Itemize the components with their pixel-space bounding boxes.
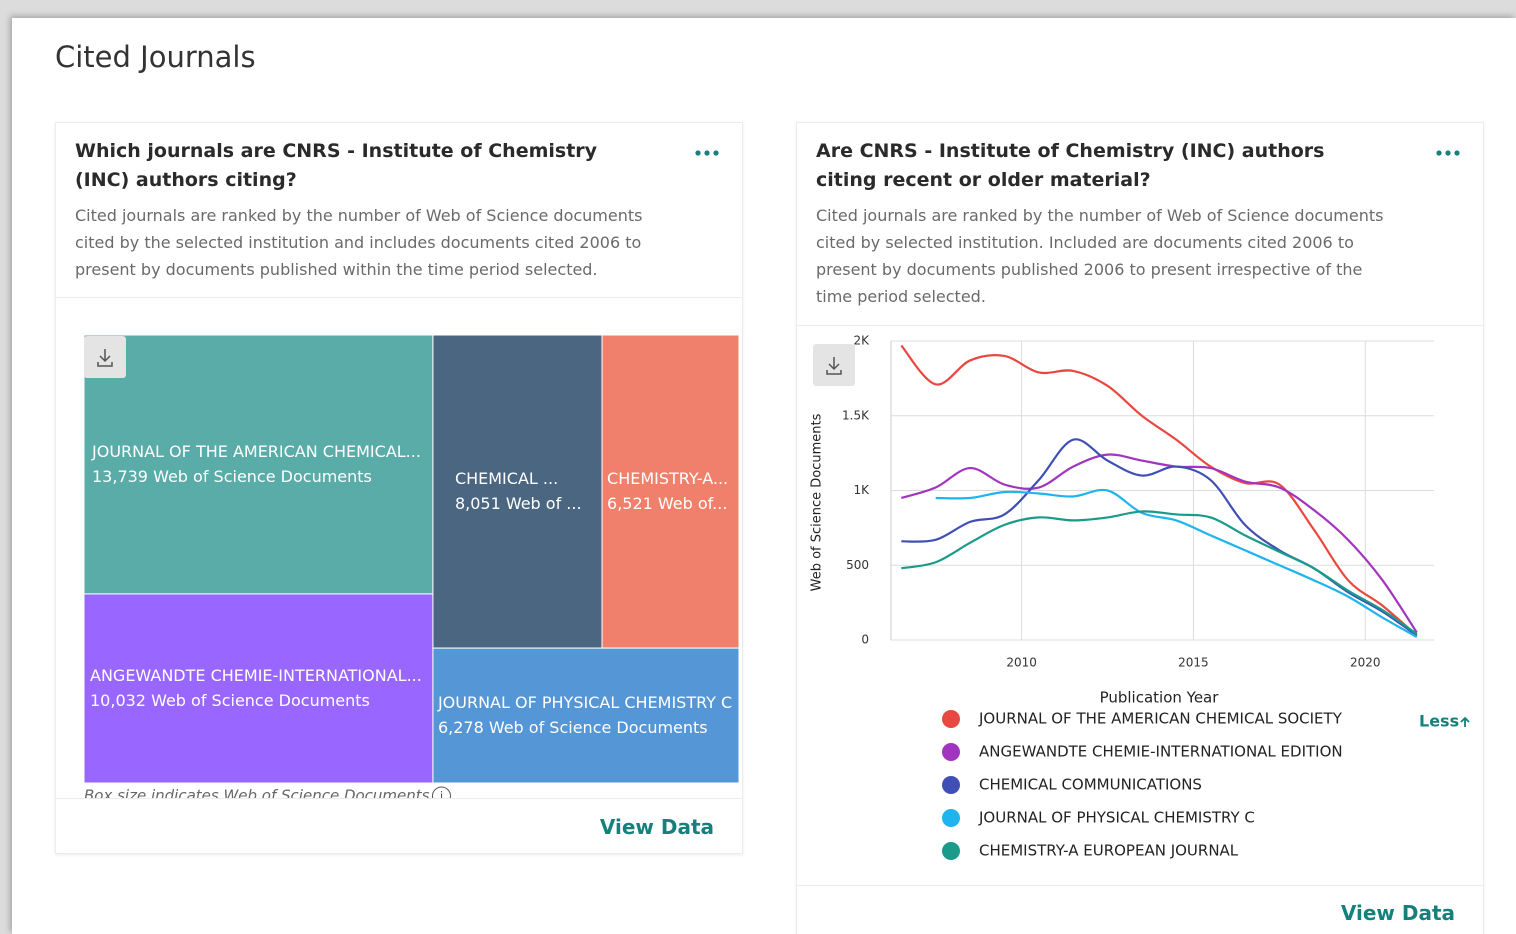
view-data-button[interactable]: View Data — [599, 815, 714, 839]
box-value-label: 10,032 Web of Science Documents — [90, 691, 370, 710]
legend-marker — [942, 809, 960, 827]
legend-marker — [942, 842, 960, 860]
y-tick-label: 1K — [853, 483, 870, 497]
legend-toggle[interactable]: Less — [1419, 712, 1459, 731]
size-note: Box size indicates Web of Science Docume… — [84, 787, 430, 799]
legend-marker — [942, 710, 960, 728]
line-chart: 0 500 1K 1.5K 2K 2010 2015 2020 Web of Science D… — [810, 334, 1470, 860]
divider — [797, 325, 1483, 326]
toggle-arrow — [1460, 716, 1470, 727]
box-label: CHEMICAL ... — [455, 469, 558, 488]
legend-label: CHEMICAL COMMUNICATIONS — [979, 776, 1202, 794]
view-data-button[interactable]: View Data — [1340, 901, 1455, 925]
menu-button[interactable] — [1435, 149, 1461, 157]
download-icon — [97, 349, 113, 367]
treemap-box — [432, 647, 740, 784]
y-tick-label: 1.5K — [842, 408, 870, 422]
box-value-label: 6,278 Web of Science Documents — [438, 718, 708, 737]
series-line — [900, 344, 1418, 637]
legend-marker — [942, 743, 960, 761]
treemap: JOURNAL OF THE AMERICAN CHEMICAL... 13,73… — [83, 334, 740, 799]
info-icon — [431, 786, 451, 798]
panel: Cited Journals Which journals are CNRS -… — [12, 18, 1516, 934]
info-icon-glyph: i — [440, 790, 443, 799]
card: Are CNRS - Institute of Chemistry (INC) … — [796, 122, 1484, 934]
card-description: Cited journals are ranked by the number … — [75, 206, 643, 279]
y-tick-label: 500 — [846, 558, 869, 572]
card: Which journals are CNRS - Institute of C… — [55, 122, 743, 854]
divider — [56, 297, 742, 298]
series-line — [935, 488, 1418, 638]
y-axis-label: Web of Science Documents — [810, 413, 825, 591]
treemap-box — [432, 334, 603, 649]
series-line — [900, 453, 1418, 634]
box-value-label: 13,739 Web of Science Documents — [92, 467, 372, 486]
treemap-box — [83, 593, 434, 784]
box-label: ANGEWANDTE CHEMIE-INTERNATIONAL... — [90, 666, 422, 685]
x-tick-label: 2015 — [1178, 656, 1209, 670]
menu-button[interactable] — [694, 149, 720, 157]
y-tick-label: 2K — [853, 334, 870, 348]
page-title: Cited Journals — [55, 40, 256, 74]
x-tick-label: 2010 — [1006, 656, 1037, 670]
box-value-label: 8,051 Web of ... — [455, 494, 582, 513]
box-value-label: 6,521 Web of... — [607, 494, 727, 513]
divider — [56, 798, 742, 799]
box-label: JOURNAL OF PHYSICAL CHEMISTRY C — [437, 693, 732, 712]
x-tick-label: 2020 — [1350, 656, 1381, 670]
download-icon — [826, 357, 842, 375]
legend-label: JOURNAL OF THE AMERICAN CHEMICAL SOCIETY — [978, 710, 1343, 728]
box-label: CHEMISTRY-A... — [607, 469, 728, 488]
card-title: Are CNRS - Institute of Chemistry (INC) … — [816, 140, 1325, 191]
series-line — [901, 510, 1418, 635]
x-axis-label: Publication Year — [1100, 689, 1220, 707]
treemap-box — [601, 334, 740, 649]
legend-label: ANGEWANDTE CHEMIE-INTERNATIONAL EDITION — [979, 743, 1343, 761]
legend-label: JOURNAL OF PHYSICAL CHEMISTRY C — [978, 809, 1255, 827]
divider — [797, 885, 1483, 886]
box-label: JOURNAL OF THE AMERICAN CHEMICAL... — [91, 442, 421, 461]
legend-marker — [942, 776, 960, 794]
treemap-box — [83, 334, 434, 595]
legend-label: CHEMISTRY-A EUROPEAN JOURNAL — [979, 842, 1239, 860]
y-tick-label: 0 — [861, 633, 869, 647]
card-description: Cited journals are ranked by the number … — [816, 206, 1384, 306]
card-title: Which journals are CNRS - Institute of C… — [75, 140, 598, 191]
